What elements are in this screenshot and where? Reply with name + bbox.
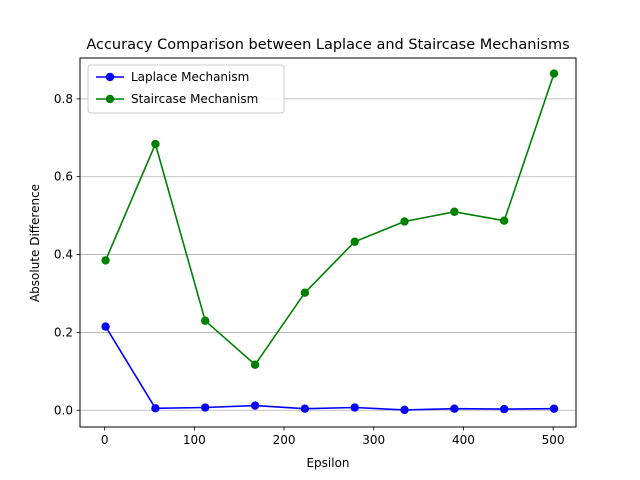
data-point	[101, 322, 110, 331]
data-point	[400, 217, 409, 226]
data-point	[549, 69, 559, 78]
data-point	[549, 404, 559, 413]
series-line	[104, 326, 555, 411]
data-point	[201, 403, 210, 412]
x-tick-label: 0	[101, 433, 109, 447]
y-tick-label: 0.0	[54, 403, 73, 417]
data-point	[250, 360, 260, 369]
data-point	[250, 401, 260, 410]
x-axis-ticks: 0 100 200 300 400 500	[101, 427, 565, 447]
data-point	[350, 237, 359, 246]
plot-area	[79, 57, 577, 428]
y-axis-ticks: 0.0 0.2 0.4 0.6 0.8	[54, 92, 80, 417]
chart-title: Accuracy Comparison between Laplace and …	[86, 37, 569, 53]
data-point	[151, 139, 160, 149]
data-point	[450, 207, 459, 216]
data-point	[350, 403, 359, 412]
x-tick-label: 400	[452, 433, 475, 447]
data-point	[101, 256, 110, 265]
series-layer	[101, 69, 559, 415]
x-axis-title: Epsilon	[306, 456, 349, 470]
data-point	[201, 316, 210, 325]
y-tick-label: 0.8	[54, 92, 73, 106]
x-tick-label: 500	[542, 433, 565, 447]
data-point	[151, 404, 160, 413]
legend-label: Laplace Mechanism	[131, 70, 249, 84]
legend-swatch-marker	[105, 94, 115, 104]
grid-lines	[80, 98, 576, 411]
y-axis-title: Absolute Difference	[28, 184, 42, 302]
data-point	[300, 404, 310, 413]
x-tick-label: 300	[362, 433, 385, 447]
legend-box	[87, 64, 285, 114]
series-line	[104, 73, 555, 366]
legend-label: Staircase Mechanism	[131, 92, 258, 106]
data-point	[499, 404, 509, 414]
data-point	[499, 216, 509, 225]
data-point	[400, 405, 409, 415]
legend-swatch-marker	[105, 72, 115, 82]
legend: Laplace Mechanism Staircase Mechanism	[87, 64, 285, 114]
y-tick-label: 0.6	[54, 170, 73, 184]
x-tick-label: 100	[183, 433, 206, 447]
plot-frame	[79, 57, 577, 428]
data-point	[300, 288, 310, 297]
y-tick-label: 0.4	[54, 248, 73, 262]
x-tick-label: 200	[273, 433, 296, 447]
data-point	[450, 404, 459, 413]
y-tick-label: 0.2	[54, 325, 73, 339]
